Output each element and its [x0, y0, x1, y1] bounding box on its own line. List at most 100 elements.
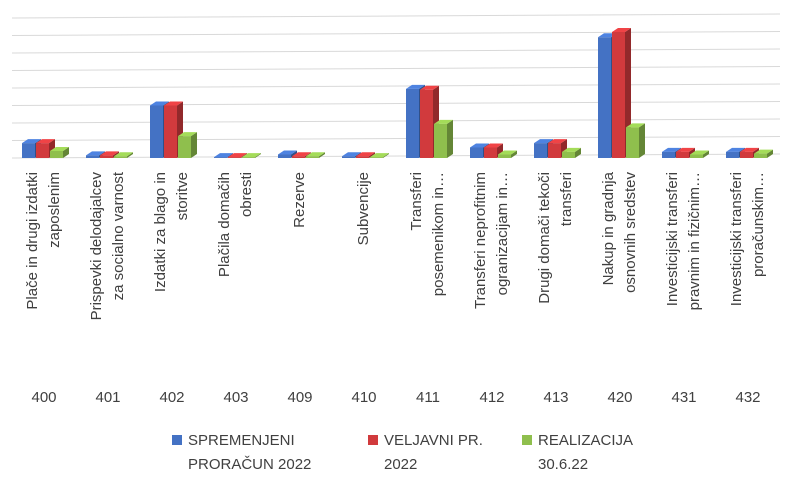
- bar-top: [420, 85, 439, 90]
- legend-label: 2022: [384, 456, 417, 473]
- bar-top: [470, 143, 489, 148]
- bar-top: [214, 153, 233, 158]
- legend-swatch: [172, 435, 182, 445]
- bar-side: [447, 119, 453, 158]
- bar-side: [511, 150, 517, 158]
- bar-side: [241, 153, 247, 158]
- x-tick-label: 431: [671, 389, 696, 406]
- bar: [754, 149, 773, 158]
- grid-line: [11, 153, 781, 159]
- bar-top: [278, 150, 297, 155]
- bar-top: [22, 139, 41, 144]
- grid-line: [11, 101, 781, 106]
- category-description: Investicijski transferi: [664, 172, 681, 306]
- bar-top: [726, 147, 745, 152]
- bar-top: [740, 147, 759, 152]
- category-description: Plačila domačih: [216, 172, 233, 277]
- bar-front: [690, 154, 703, 158]
- bar-front: [50, 151, 63, 158]
- bar: [242, 153, 261, 158]
- bar-front: [86, 155, 99, 158]
- bar-front: [164, 105, 177, 158]
- bar-top: [100, 151, 119, 156]
- bar-front: [548, 143, 561, 158]
- bar-front: [754, 153, 767, 158]
- bar-top: [178, 132, 197, 137]
- category-description: Nakup in gradnja: [600, 171, 617, 285]
- bar: [562, 147, 581, 158]
- bar-top: [548, 139, 567, 144]
- category-description: Prispevki delodajalcev: [88, 172, 105, 321]
- bar-side: [767, 149, 773, 158]
- bar-side: [703, 150, 709, 158]
- bar: [498, 150, 517, 158]
- bar-front: [242, 157, 255, 158]
- bar-top: [562, 147, 581, 152]
- bar-front: [36, 143, 49, 158]
- bar-front: [498, 154, 511, 158]
- bar-front: [726, 151, 739, 158]
- grid-line: [11, 66, 781, 71]
- bar-top: [406, 84, 425, 89]
- bar-front: [356, 156, 369, 158]
- bar-front: [150, 105, 163, 158]
- bar-top: [50, 147, 69, 151]
- bar-front: [626, 127, 639, 158]
- bar: [306, 152, 325, 158]
- bar-top: [114, 152, 133, 157]
- category-description: za socialno varnost: [110, 171, 127, 300]
- bar-side: [639, 123, 645, 158]
- bar-front: [740, 151, 753, 158]
- x-tick-label: 401: [95, 389, 120, 406]
- bar-front: [470, 147, 483, 158]
- bar: [178, 132, 197, 158]
- bar-top: [342, 152, 361, 157]
- bar-top: [612, 28, 631, 32]
- legend-label: REALIZACIJA: [538, 432, 633, 449]
- category-description: Izdatki za blago in: [152, 172, 169, 292]
- category-description: zaposlenim: [46, 172, 63, 248]
- bar: [434, 119, 453, 158]
- category-description: Investicijski transferi: [728, 172, 745, 306]
- category-description: storitve: [174, 172, 191, 220]
- legend-label: PRORAČUN 2022: [188, 456, 311, 473]
- bar-top: [292, 152, 311, 157]
- bar-top: [242, 153, 261, 158]
- x-tick-label: 411: [416, 389, 440, 406]
- bar-side: [63, 147, 69, 158]
- legend-label: VELJAVNI PR.: [384, 432, 483, 449]
- x-tick-label: 400: [31, 389, 56, 406]
- legend-swatch: [522, 435, 532, 445]
- category-description: Plače in drugi izdatki: [24, 172, 41, 310]
- bar-front: [292, 156, 305, 158]
- bar: [370, 153, 389, 158]
- bar: [690, 150, 709, 158]
- category-description: obresti: [238, 172, 255, 217]
- category-description: posemenikom in…: [430, 172, 447, 296]
- category-description: Rezerve: [291, 172, 308, 228]
- bar-front: [434, 123, 447, 158]
- bar-front: [114, 156, 127, 158]
- bar-front: [22, 143, 35, 158]
- legend-swatch: [368, 435, 378, 445]
- bar-top: [150, 101, 169, 106]
- bar-top: [754, 149, 773, 154]
- bar-side: [369, 152, 375, 158]
- x-tick-label: 412: [479, 389, 504, 406]
- bar-top: [228, 153, 247, 158]
- bar-top: [484, 143, 503, 148]
- bar: [356, 152, 375, 158]
- bar: [214, 153, 233, 158]
- bar-front: [406, 88, 419, 158]
- category-description: Transferi neprofitnim: [472, 172, 489, 309]
- legend-label: 30.6.22: [538, 456, 588, 473]
- bar-front: [484, 147, 497, 158]
- bar-side: [191, 132, 197, 158]
- bar-top: [690, 150, 709, 155]
- category-description: transferi: [558, 172, 575, 226]
- bar-front: [100, 155, 113, 158]
- bar-top: [164, 101, 183, 106]
- category-description: osnovnih sredstev: [622, 172, 639, 293]
